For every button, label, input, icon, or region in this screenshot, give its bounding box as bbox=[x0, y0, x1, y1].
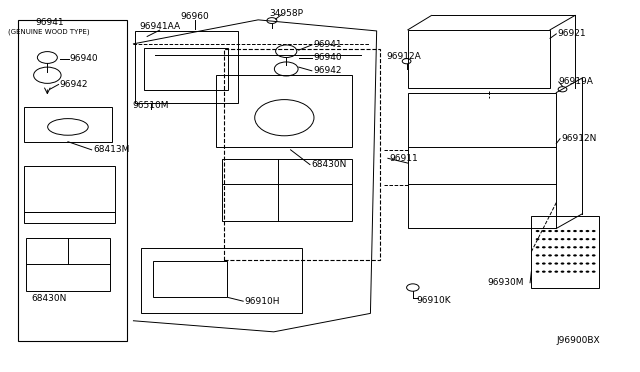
Circle shape bbox=[573, 254, 577, 257]
Circle shape bbox=[573, 246, 577, 248]
Circle shape bbox=[586, 230, 589, 232]
Circle shape bbox=[573, 262, 577, 264]
Circle shape bbox=[586, 238, 589, 240]
Bar bbox=[531, 215, 598, 288]
Bar bbox=[24, 107, 111, 142]
Text: 96921: 96921 bbox=[557, 29, 586, 38]
Circle shape bbox=[579, 270, 583, 273]
Text: 34958P: 34958P bbox=[269, 9, 303, 18]
Bar bbox=[224, 49, 380, 260]
Circle shape bbox=[536, 230, 540, 232]
Text: J96900BX: J96900BX bbox=[556, 336, 600, 345]
Circle shape bbox=[548, 270, 552, 273]
Circle shape bbox=[592, 254, 596, 257]
Circle shape bbox=[548, 246, 552, 248]
Circle shape bbox=[542, 230, 546, 232]
Circle shape bbox=[579, 254, 583, 257]
Circle shape bbox=[536, 246, 540, 248]
Bar bbox=[216, 75, 352, 147]
Circle shape bbox=[592, 262, 596, 264]
Circle shape bbox=[548, 254, 552, 257]
Circle shape bbox=[567, 246, 571, 248]
Circle shape bbox=[579, 246, 583, 248]
Circle shape bbox=[542, 238, 546, 240]
Circle shape bbox=[536, 254, 540, 257]
Text: 96940: 96940 bbox=[313, 53, 342, 62]
Text: 68430N: 68430N bbox=[311, 160, 346, 169]
Circle shape bbox=[561, 254, 564, 257]
Bar bbox=[24, 212, 115, 223]
Bar bbox=[408, 93, 556, 228]
Text: 96910H: 96910H bbox=[244, 297, 280, 306]
Circle shape bbox=[579, 230, 583, 232]
Bar bbox=[134, 31, 237, 103]
Bar bbox=[24, 166, 115, 212]
Bar bbox=[26, 238, 110, 291]
Circle shape bbox=[548, 230, 552, 232]
Bar bbox=[141, 248, 302, 313]
Circle shape bbox=[542, 246, 546, 248]
Circle shape bbox=[586, 246, 589, 248]
Text: 68413M: 68413M bbox=[93, 145, 129, 154]
Circle shape bbox=[542, 254, 546, 257]
Text: 96912N: 96912N bbox=[561, 134, 596, 143]
Circle shape bbox=[536, 270, 540, 273]
Circle shape bbox=[542, 262, 546, 264]
Circle shape bbox=[567, 238, 571, 240]
Circle shape bbox=[592, 230, 596, 232]
Circle shape bbox=[554, 254, 558, 257]
Text: 96942: 96942 bbox=[313, 66, 342, 75]
Text: 96942: 96942 bbox=[60, 80, 88, 89]
Circle shape bbox=[554, 270, 558, 273]
Text: 96941: 96941 bbox=[35, 18, 63, 27]
Text: 96919A: 96919A bbox=[559, 77, 594, 86]
Circle shape bbox=[579, 238, 583, 240]
Text: (GENUINE WOOD TYPE): (GENUINE WOOD TYPE) bbox=[8, 28, 90, 35]
Bar bbox=[144, 48, 228, 90]
Circle shape bbox=[554, 246, 558, 248]
Text: 96911: 96911 bbox=[389, 154, 418, 163]
Circle shape bbox=[548, 238, 552, 240]
Circle shape bbox=[586, 254, 589, 257]
Bar bbox=[222, 159, 352, 221]
Circle shape bbox=[561, 262, 564, 264]
Circle shape bbox=[567, 270, 571, 273]
Circle shape bbox=[567, 254, 571, 257]
Circle shape bbox=[554, 262, 558, 264]
Bar bbox=[408, 30, 550, 88]
Text: 96930M: 96930M bbox=[488, 278, 524, 287]
Text: 68430N: 68430N bbox=[31, 294, 67, 303]
Text: 96910K: 96910K bbox=[417, 296, 451, 305]
Circle shape bbox=[567, 230, 571, 232]
Text: 96940: 96940 bbox=[70, 54, 99, 63]
Circle shape bbox=[592, 246, 596, 248]
Circle shape bbox=[579, 262, 583, 264]
Circle shape bbox=[586, 270, 589, 273]
Circle shape bbox=[548, 262, 552, 264]
Text: 96510M: 96510M bbox=[132, 101, 169, 110]
Circle shape bbox=[586, 262, 589, 264]
Circle shape bbox=[573, 230, 577, 232]
Circle shape bbox=[536, 238, 540, 240]
Circle shape bbox=[542, 270, 546, 273]
Text: 96941: 96941 bbox=[313, 41, 342, 49]
Circle shape bbox=[567, 262, 571, 264]
Circle shape bbox=[592, 270, 596, 273]
Circle shape bbox=[573, 238, 577, 240]
Circle shape bbox=[536, 262, 540, 264]
Text: 96912A: 96912A bbox=[387, 52, 421, 61]
Circle shape bbox=[554, 238, 558, 240]
Bar bbox=[18, 20, 127, 341]
Circle shape bbox=[573, 270, 577, 273]
Text: 96941AA: 96941AA bbox=[139, 22, 180, 31]
Circle shape bbox=[592, 238, 596, 240]
Circle shape bbox=[561, 246, 564, 248]
Circle shape bbox=[554, 230, 558, 232]
Bar bbox=[154, 260, 227, 297]
Text: 96960: 96960 bbox=[180, 12, 209, 21]
Circle shape bbox=[561, 270, 564, 273]
Circle shape bbox=[561, 238, 564, 240]
Circle shape bbox=[561, 230, 564, 232]
